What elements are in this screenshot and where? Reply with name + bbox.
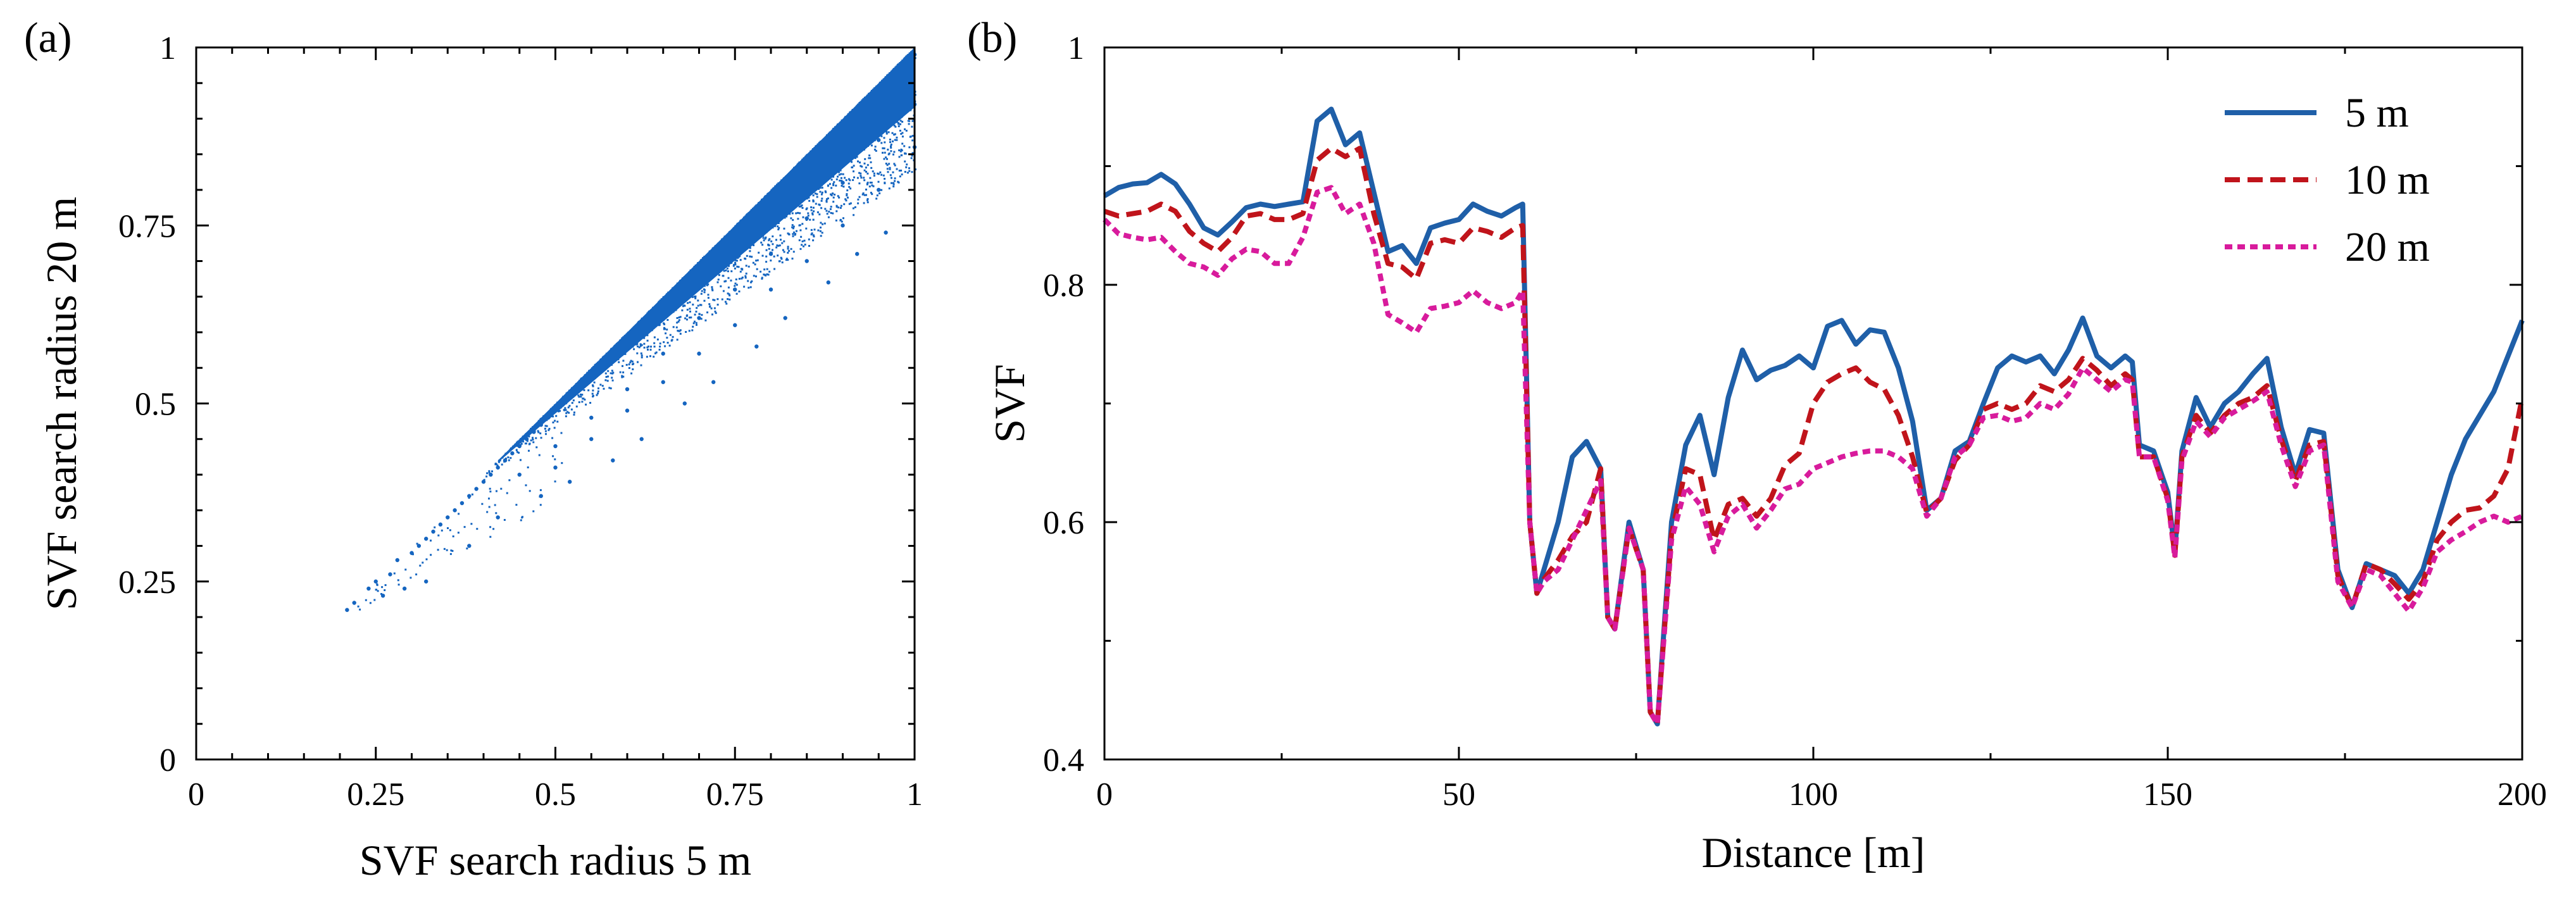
x-tick-label: 0 — [1096, 777, 1113, 813]
scatter-point — [517, 472, 522, 477]
scatter-point — [697, 316, 701, 320]
y-tick-label: 0.6 — [1043, 505, 1084, 541]
scatter-point — [438, 522, 443, 527]
panel-a-scatter: (a) 0 0.25 0.5 0.75 1 0 0.25 0.5 0.75 1 SVF searc… — [24, 13, 923, 884]
scatter-point — [388, 572, 392, 577]
scatter-point — [733, 323, 737, 327]
scatter-point — [352, 601, 356, 605]
panel-a-ticks: 0 0.25 0.5 0.75 1 0 0.25 0.5 0.75 1 — [118, 30, 923, 813]
scatter-point — [395, 558, 399, 563]
scatter-point — [517, 444, 522, 449]
scatter-point — [804, 259, 809, 263]
scatter-point — [711, 380, 716, 384]
panel-b-label: (b) — [967, 13, 1017, 61]
scatter-point — [446, 515, 450, 520]
scatter-point — [568, 480, 572, 484]
legend-label: 5 m — [2345, 90, 2409, 136]
scatter-point — [503, 458, 508, 463]
scatter-point — [855, 252, 860, 256]
y-tick-label: 0.8 — [1043, 268, 1084, 304]
scatter-point — [510, 451, 515, 456]
scatter-point — [402, 586, 407, 591]
panel-b-y-axis-label: SVF — [985, 364, 1034, 443]
scatter-point — [661, 380, 665, 384]
panel-b-ticks: 0 50 100 150 200 0.4 0.6 0.8 1 — [1043, 30, 2547, 813]
scatter-point — [697, 351, 701, 356]
panel-b-x-axis-label: Distance [m] — [1701, 828, 1925, 877]
scatter-point — [553, 465, 558, 470]
y-tick-label: 0.5 — [135, 387, 176, 423]
x-tick-label: 0.75 — [706, 777, 764, 813]
series-line-20m — [1103, 185, 2523, 727]
legend-label: 10 m — [2345, 157, 2430, 203]
scatter-point — [661, 351, 665, 356]
x-tick-label: 100 — [1789, 777, 1838, 813]
panel-a-points — [345, 47, 917, 612]
scatter-point — [877, 187, 881, 192]
scatter-point — [366, 586, 371, 591]
scatter-point — [682, 401, 687, 406]
scatter-point — [884, 230, 888, 235]
y-tick-label: 0 — [159, 742, 176, 778]
x-tick-label: 1 — [906, 777, 923, 813]
scatter-point — [380, 594, 385, 598]
scatter-point — [553, 444, 558, 449]
x-tick-label: 50 — [1442, 777, 1475, 813]
x-tick-label: 0 — [188, 777, 204, 813]
scatter-point — [804, 216, 809, 221]
x-tick-label: 0.25 — [347, 777, 404, 813]
legend-label: 20 m — [2345, 224, 2430, 270]
x-tick-label: 0.5 — [535, 777, 576, 813]
x-tick-label: 200 — [2498, 777, 2547, 813]
scatter-point — [496, 465, 500, 470]
scatter-point — [410, 551, 414, 555]
scatter-point — [481, 480, 486, 484]
scatter-point — [496, 515, 500, 520]
scatter-point — [611, 458, 615, 463]
scatter-point — [768, 287, 773, 292]
scatter-point — [589, 437, 594, 441]
scatter-point — [768, 252, 773, 256]
panel-a-x-axis-label: SVF search radius 5 m — [360, 836, 751, 884]
scatter-point — [373, 579, 378, 584]
panel-b-legend: 5 m 10 m 20 m — [2225, 90, 2430, 270]
scatter-point — [416, 544, 422, 548]
y-tick-label: 1 — [159, 30, 176, 66]
panel-b-series-lines — [1103, 106, 2525, 727]
scatter-point — [467, 544, 472, 548]
y-tick-label: 0.4 — [1043, 742, 1084, 778]
scatter-point — [754, 344, 759, 349]
scatter-point — [625, 387, 630, 392]
series-line-5m — [1103, 106, 2525, 727]
y-tick-label: 1 — [1068, 30, 1084, 66]
scatter-point — [539, 494, 543, 498]
panel-a-label: (a) — [24, 13, 72, 61]
scatter-point — [733, 287, 737, 292]
scatter-point — [589, 415, 594, 420]
scatter-point — [431, 529, 435, 534]
scatter-point — [424, 537, 428, 541]
x-tick-label: 150 — [2143, 777, 2192, 813]
scatter-point — [345, 608, 349, 612]
scatter-point — [474, 487, 478, 491]
scatter-point — [841, 180, 845, 185]
scatter-point — [424, 579, 428, 584]
scatter-point — [625, 408, 630, 413]
scatter-point — [826, 280, 831, 285]
y-tick-label: 0.75 — [118, 208, 176, 244]
scatter-point — [841, 223, 845, 228]
scatter-point — [877, 138, 881, 142]
scatter-point — [467, 494, 472, 498]
panel-a-y-axis-label: SVF search radius 20 m — [37, 197, 85, 610]
panel-b-frame — [1103, 46, 2523, 761]
scatter-point — [460, 501, 465, 506]
scatter-dense-band — [497, 47, 915, 463]
scatter-point — [639, 437, 644, 441]
y-tick-label: 0.25 — [118, 565, 176, 601]
scatter-point — [783, 316, 787, 320]
scatter-point — [489, 472, 493, 477]
scatter-point — [453, 508, 457, 513]
